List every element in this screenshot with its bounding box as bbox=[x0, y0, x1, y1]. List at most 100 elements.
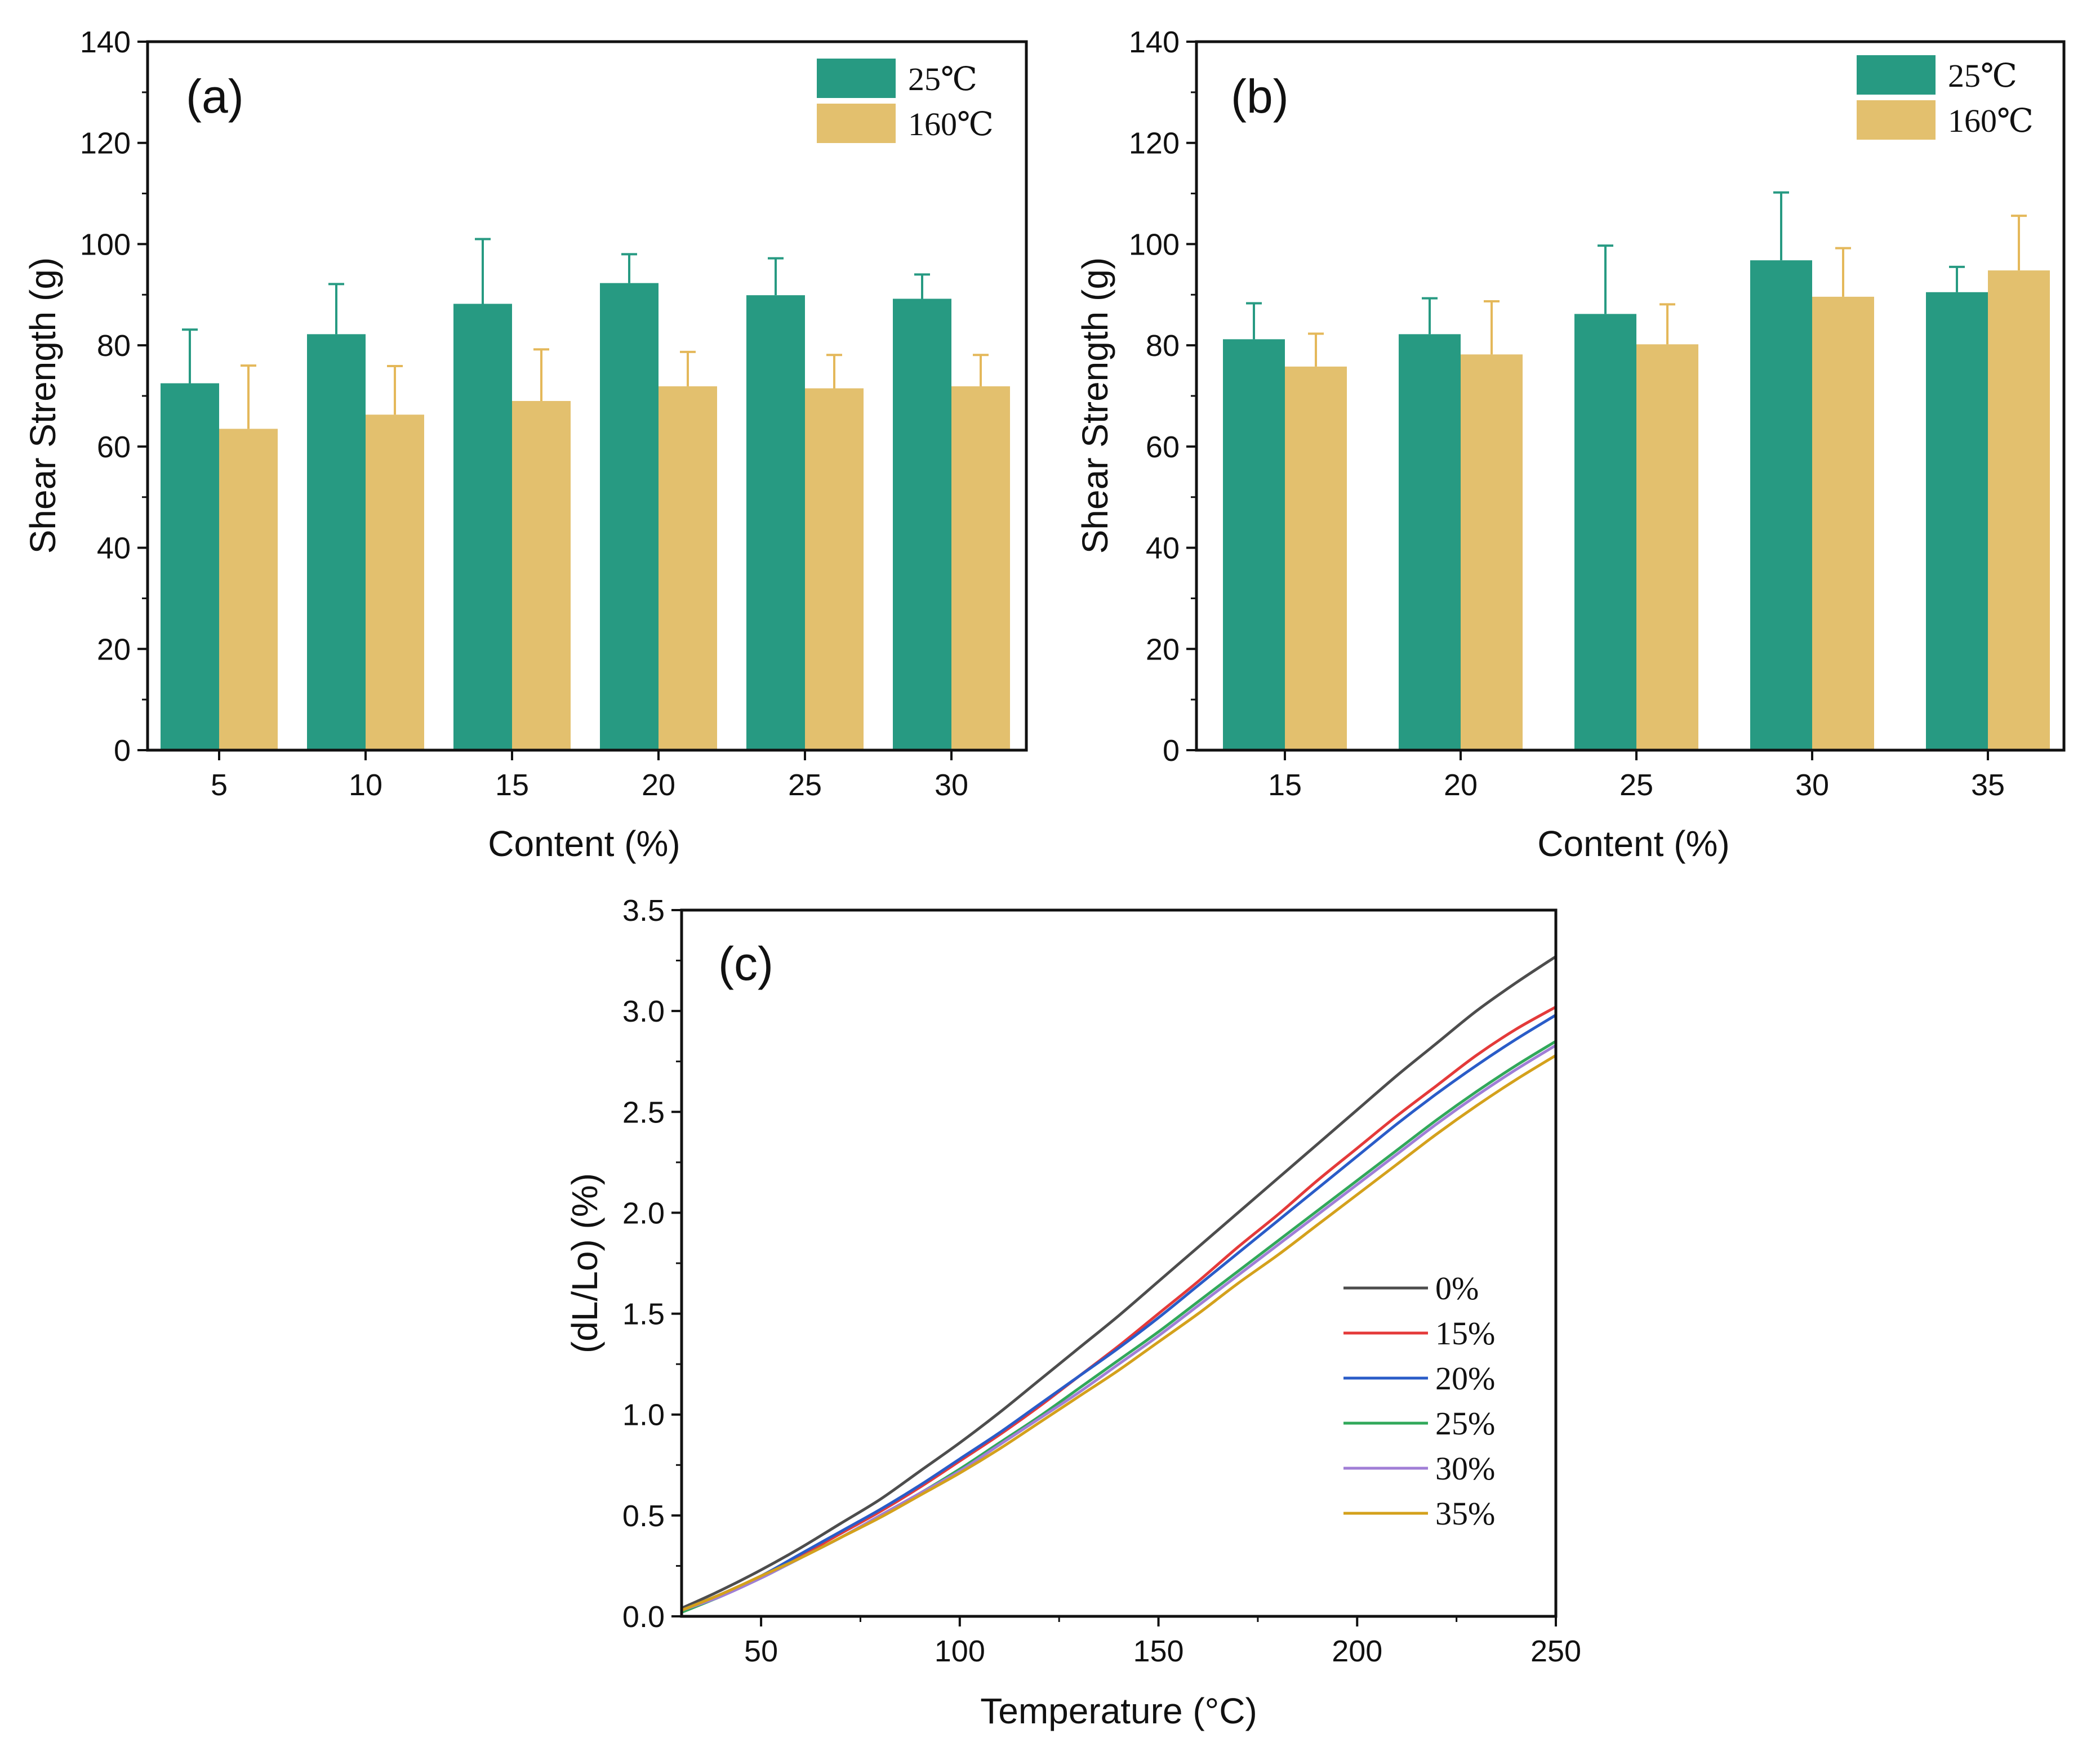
panel-c-y-tick-label: 3.0 bbox=[622, 995, 665, 1028]
panel-c-series-line-20pct bbox=[681, 1014, 1557, 1612]
a-bar-30-160c bbox=[951, 386, 1010, 750]
panel-a-x-axis-title: Content (%) bbox=[488, 823, 680, 864]
b-x-tick-label: 15 bbox=[1268, 768, 1302, 802]
panel-b-frame bbox=[1195, 40, 2066, 752]
panel-b-label: (b) bbox=[1231, 70, 1289, 123]
a-x-tick-label: 5 bbox=[211, 768, 228, 802]
panel-b-y-axis-title: Shear Strength (g) bbox=[1075, 257, 1115, 554]
a-y-tick-label: 20 bbox=[97, 632, 131, 666]
panel-c-x-tick-label: 100 bbox=[935, 1634, 985, 1668]
b-bar-25-160c bbox=[1636, 344, 1698, 750]
panel-c-legend-label-25pct: 25% bbox=[1435, 1405, 1495, 1442]
panel-b-shear-strength-chart: 0 20 40 60 80 100 120 140 15 20 25 30 35 (b) Conten… bbox=[1075, 25, 2066, 864]
panel-a-legend-label-25c: 25℃ bbox=[908, 61, 977, 97]
a-y-tick-label: 120 bbox=[80, 127, 131, 161]
b-x-tick-label: 30 bbox=[1795, 768, 1829, 802]
panel-c-y-tick-label: 1.5 bbox=[622, 1298, 665, 1331]
panel-c-legend-label-30pct: 30% bbox=[1435, 1450, 1495, 1487]
a-bar-10-160c bbox=[366, 415, 424, 750]
panel-a-legend: 25℃ 160℃ bbox=[817, 59, 994, 143]
panel-c-x-tick-label: 150 bbox=[1133, 1634, 1184, 1668]
b-bar-35-25c bbox=[1926, 292, 1988, 750]
b-bar-35-160c bbox=[1988, 270, 2050, 750]
panel-c-legend-label-15pct: 15% bbox=[1435, 1315, 1495, 1352]
panel-b-legend-label-25c: 25℃ bbox=[1948, 57, 2017, 94]
a-bar-20-25c bbox=[600, 283, 659, 751]
panel-c-label: (c) bbox=[718, 937, 773, 990]
panel-a-legend-swatch-160c bbox=[817, 104, 896, 143]
b-y-tick-label: 0 bbox=[1163, 734, 1180, 768]
b-x-tick-label: 20 bbox=[1444, 768, 1478, 802]
panel-c-frame bbox=[680, 908, 1558, 1618]
b-y-tick-label: 120 bbox=[1129, 127, 1180, 161]
panel-c-series-line-0pct bbox=[680, 955, 1557, 1610]
panel-c-x-tick-label: 250 bbox=[1530, 1634, 1581, 1668]
b-y-tick-label: 140 bbox=[1129, 25, 1180, 59]
a-y-tick-label: 80 bbox=[97, 329, 131, 363]
panel-a-legend-swatch-25c bbox=[817, 59, 896, 98]
panel-c-series-line-35pct bbox=[681, 1054, 1557, 1612]
panel-c-y-tick-label: 1.0 bbox=[622, 1398, 665, 1432]
a-x-tick-label: 30 bbox=[935, 768, 968, 802]
a-x-tick-label: 10 bbox=[349, 768, 382, 802]
b-x-tick-label: 25 bbox=[1620, 768, 1653, 802]
panel-c-legend-label-0pct: 0% bbox=[1435, 1270, 1479, 1307]
panel-a-x-ticks: 5 10 15 20 25 30 bbox=[211, 750, 968, 802]
panel-c-x-tick-label: 200 bbox=[1332, 1634, 1382, 1668]
panel-c-series-line-15pct bbox=[681, 1005, 1557, 1612]
a-x-tick-label: 20 bbox=[642, 768, 675, 802]
panel-a-bars bbox=[161, 238, 1010, 751]
a-bar-15-160c bbox=[512, 400, 571, 750]
b-bar-25-25c bbox=[1574, 314, 1636, 750]
panel-a-y-axis-title: Shear Strength (g) bbox=[23, 257, 63, 554]
panel-b-bars bbox=[1223, 191, 2050, 750]
panel-c-legend-label-20pct: 20% bbox=[1435, 1360, 1495, 1397]
a-bar-25-25c bbox=[746, 295, 805, 750]
panel-b-legend-swatch-160c bbox=[1857, 100, 1936, 140]
panel-a-shear-strength-chart: 0 20 40 60 80 100 120 140 5 10 15 20 25 30 (a) Conte… bbox=[23, 25, 1028, 864]
a-bar-25-160c bbox=[805, 388, 864, 750]
panel-c-x-tick-label: 50 bbox=[744, 1634, 778, 1668]
panel-c-y-tick-label: 3.5 bbox=[622, 894, 665, 928]
a-bar-15-25c bbox=[453, 304, 512, 750]
panel-c-y-tick-label: 2.0 bbox=[622, 1196, 665, 1230]
panel-a-label: (a) bbox=[186, 70, 244, 123]
panel-c-y-tick-label: 2.5 bbox=[622, 1095, 665, 1129]
a-x-tick-label: 25 bbox=[788, 768, 822, 802]
a-bar-5-160c bbox=[219, 429, 278, 750]
panel-a-frame bbox=[146, 40, 1028, 752]
panel-c-series-line-25pct bbox=[681, 1040, 1557, 1614]
panel-c-x-ticks: 50 100 150 200 250 bbox=[744, 1616, 1581, 1668]
a-bar-10-25c bbox=[307, 334, 366, 750]
a-y-tick-label: 100 bbox=[80, 228, 131, 261]
panel-c-y-axis-title: (dL/Lo) (%) bbox=[564, 1173, 605, 1353]
b-bar-30-160c bbox=[1812, 296, 1874, 750]
a-bar-5-25c bbox=[161, 383, 219, 750]
b-y-tick-label: 40 bbox=[1146, 532, 1180, 565]
panel-a-legend-label-160c: 160℃ bbox=[908, 106, 994, 142]
b-bar-20-160c bbox=[1461, 354, 1523, 750]
panel-c-legend: 0% 15% 20% 25% 30% 35% bbox=[1343, 1270, 1495, 1532]
panel-c-lines bbox=[680, 955, 1557, 1614]
a-x-tick-label: 15 bbox=[495, 768, 529, 802]
b-y-tick-label: 20 bbox=[1146, 632, 1180, 666]
panel-b-x-axis-title: Content (%) bbox=[1537, 823, 1729, 864]
a-y-tick-label: 140 bbox=[80, 25, 131, 59]
panel-b-x-ticks: 15 20 25 30 35 bbox=[1268, 750, 2005, 802]
b-bar-15-160c bbox=[1285, 366, 1347, 750]
b-x-tick-label: 35 bbox=[1971, 768, 2005, 802]
b-bar-20-25c bbox=[1399, 334, 1461, 750]
b-bar-30-25c bbox=[1750, 260, 1812, 750]
panel-b-legend: 25℃ 160℃ bbox=[1857, 55, 2034, 140]
panel-c-expansion-chart: 0.00.51.01.52.02.53.03.5 50 100 150 200 250 … bbox=[564, 894, 1581, 1731]
panel-b-y-ticks: 0 20 40 60 80 100 120 140 bbox=[1129, 25, 1196, 768]
panel-a-y-ticks: 0 20 40 60 80 100 120 140 bbox=[80, 25, 148, 768]
a-y-tick-label: 60 bbox=[97, 430, 131, 464]
panel-c-y-tick-label: 0.5 bbox=[622, 1499, 665, 1533]
a-bar-20-160c bbox=[659, 386, 717, 750]
b-bar-15-25c bbox=[1223, 339, 1285, 750]
panel-c-legend-label-35pct: 35% bbox=[1435, 1495, 1495, 1532]
a-y-tick-label: 40 bbox=[97, 532, 131, 565]
panel-b-legend-label-160c: 160℃ bbox=[1948, 102, 2034, 139]
